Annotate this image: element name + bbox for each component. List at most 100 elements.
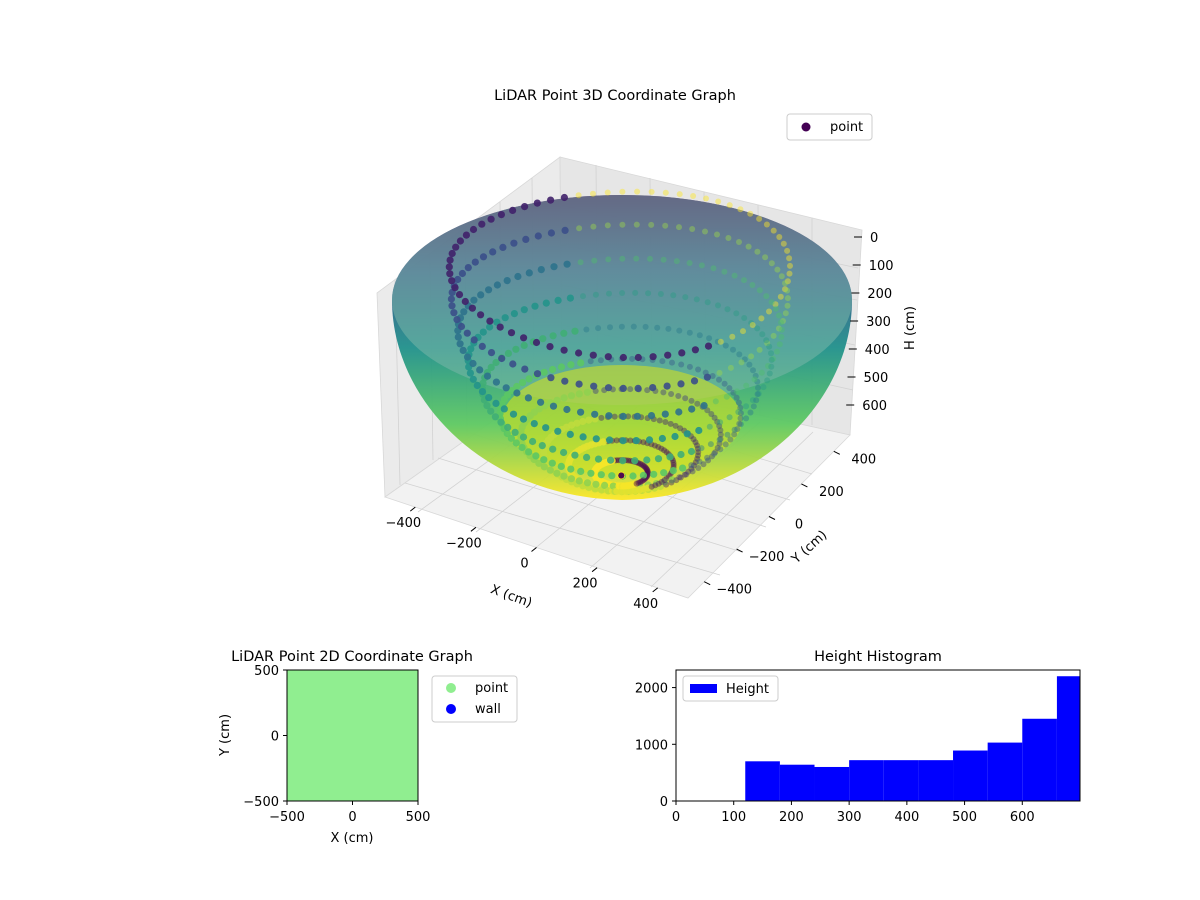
bowl-point — [671, 432, 679, 441]
bowl-point — [525, 375, 533, 383]
bowl-point — [717, 446, 724, 453]
bowl-point — [750, 403, 757, 410]
bowl-point — [560, 346, 568, 354]
bowl-point — [664, 351, 672, 359]
bowl-point — [763, 337, 770, 344]
bowl-point — [561, 377, 569, 385]
bowl-point — [497, 418, 505, 426]
bowl-point — [743, 403, 750, 410]
bowl-point — [547, 229, 556, 237]
bowl-point — [655, 444, 662, 450]
bowl-point — [643, 456, 651, 464]
y-tick-mark — [703, 581, 711, 586]
bowl-point — [566, 294, 575, 302]
bowl-point — [591, 257, 598, 264]
bowl-point — [694, 400, 701, 407]
bowl-point — [637, 479, 644, 486]
bowl-point — [644, 387, 651, 394]
bowl-point — [619, 384, 627, 392]
bowl-point — [661, 410, 669, 418]
bowl-point — [743, 382, 750, 389]
bowl-point — [745, 243, 752, 250]
bowl-point — [752, 372, 759, 379]
bowl-point — [692, 439, 699, 446]
bowl-point — [641, 463, 648, 470]
bowl-point — [700, 461, 707, 468]
bowl-point — [709, 373, 716, 379]
bowl-point — [571, 327, 579, 335]
x-tick-label: 0 — [348, 810, 356, 825]
bowl-point — [583, 326, 590, 333]
bowl-point — [549, 332, 557, 340]
bowl-point — [717, 338, 724, 345]
histogram-frame — [675, 669, 1081, 802]
bowl-point — [689, 226, 696, 232]
bowl-point — [727, 436, 734, 443]
bowl-point — [567, 475, 576, 483]
x-tick-label: 100 — [721, 810, 746, 825]
bowl-point — [768, 350, 774, 357]
bowl-point — [735, 409, 742, 415]
bowl-point — [784, 302, 791, 309]
bowl-point — [754, 325, 761, 332]
bowl-point — [692, 459, 699, 466]
bowl-point — [611, 413, 618, 420]
bowl-point — [632, 437, 640, 445]
bowl-point — [560, 394, 568, 402]
bowl-point — [577, 408, 585, 416]
bowl-point — [717, 427, 724, 434]
x-tick-label: 400 — [894, 810, 919, 825]
bowl-point — [625, 457, 632, 464]
legend-marker-height — [690, 684, 717, 693]
histogram-bar — [953, 750, 988, 801]
bowl-point — [592, 291, 599, 298]
bowl-point — [613, 437, 620, 444]
bowl-point — [458, 269, 466, 278]
bowl-point — [763, 221, 770, 228]
bowl-point — [768, 356, 775, 363]
bowl-point — [712, 449, 719, 456]
bowl-point — [477, 311, 485, 319]
bowl-point — [594, 455, 603, 463]
x-tick-mark — [591, 567, 598, 573]
bowl-point — [710, 265, 717, 272]
z-tick-label: 400 — [865, 343, 890, 358]
bowl-point — [469, 225, 478, 234]
chart-3d: LiDAR Point 3D Coordinate Graph — [376, 88, 918, 612]
bowl-point — [780, 240, 787, 247]
bowl-point — [537, 266, 545, 274]
bowl-point — [677, 425, 684, 432]
bowl-point — [756, 215, 763, 222]
bowl-point — [606, 436, 614, 444]
bowl-point — [563, 260, 571, 268]
bowl-point — [749, 282, 756, 288]
bowl-point — [656, 482, 665, 491]
bowl-point — [463, 353, 472, 361]
bowl-point — [459, 346, 467, 354]
bowl-point — [658, 479, 665, 485]
bowl-point — [604, 353, 612, 361]
bowl-point — [682, 395, 689, 402]
bowl-point — [706, 335, 713, 342]
chart-histogram: Height Histogram 0 100 200 300 400 500 600 0 10… — [635, 649, 1081, 825]
bowl-point — [509, 410, 518, 418]
bowl-point — [500, 405, 508, 413]
bowl-point — [464, 264, 472, 272]
bowl-point — [617, 471, 625, 480]
bowl-point — [740, 328, 746, 335]
bowl-point — [700, 402, 708, 410]
bowl-point — [714, 418, 721, 425]
bowl-point — [672, 422, 679, 429]
bowl-point — [607, 456, 615, 464]
x-tick-label: 0 — [520, 557, 528, 572]
bowl-point — [473, 381, 481, 390]
bowl-point — [479, 328, 487, 336]
bowl-point — [747, 210, 754, 217]
bowl-point — [489, 248, 497, 256]
bowl-point — [580, 293, 586, 300]
bowl-point — [547, 196, 555, 204]
bowl-point — [492, 399, 500, 407]
bowl-point — [478, 388, 487, 396]
bowl-point — [686, 329, 693, 336]
bowl-point — [486, 323, 494, 331]
